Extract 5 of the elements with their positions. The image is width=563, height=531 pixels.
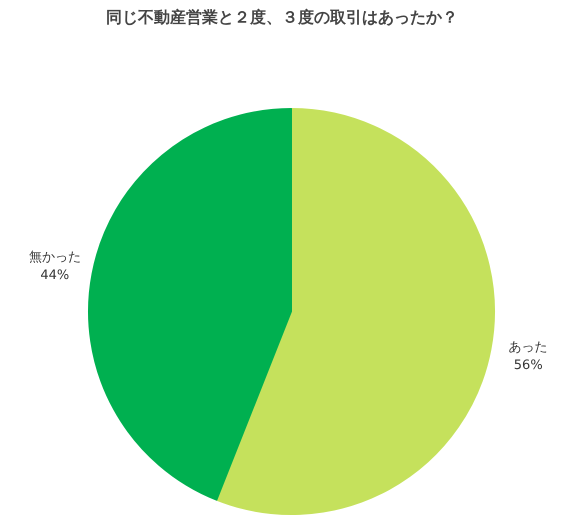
chart-title: 同じ不動産営業と２度、３度の取引はあったか？	[106, 8, 458, 26]
data-label: 44%	[40, 268, 70, 283]
data-label: 56%	[514, 358, 543, 374]
slice-label: あった	[508, 340, 548, 356]
slice-label: 無かった	[28, 250, 81, 265]
